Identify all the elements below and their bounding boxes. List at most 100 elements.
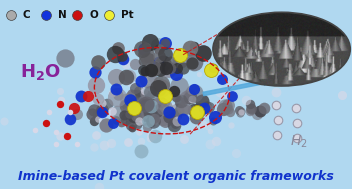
Point xyxy=(161,105,167,108)
Point xyxy=(294,136,300,139)
Point xyxy=(156,44,161,47)
Point xyxy=(177,60,183,63)
Point xyxy=(109,110,115,113)
Point xyxy=(143,115,148,118)
Point xyxy=(141,90,147,93)
Point xyxy=(162,41,168,44)
Point xyxy=(92,108,97,111)
Point xyxy=(201,106,207,109)
Point xyxy=(64,135,70,138)
Point xyxy=(132,103,137,106)
Point xyxy=(193,115,198,118)
Point xyxy=(196,108,201,111)
Point xyxy=(121,114,127,117)
Point xyxy=(171,124,176,127)
Point xyxy=(103,124,109,127)
Point xyxy=(155,112,161,115)
Point xyxy=(74,113,80,116)
Point xyxy=(180,118,186,121)
Point xyxy=(128,123,134,126)
Point xyxy=(122,104,128,107)
Point xyxy=(127,81,133,84)
Point xyxy=(8,14,13,17)
Point xyxy=(145,59,151,62)
Point xyxy=(236,109,242,112)
Point xyxy=(149,89,154,92)
Point xyxy=(178,99,184,102)
Point xyxy=(132,62,137,65)
Point xyxy=(155,106,161,109)
Point xyxy=(225,108,231,111)
Point xyxy=(165,67,171,70)
Point xyxy=(163,95,168,98)
Point xyxy=(146,56,151,59)
Point xyxy=(92,70,98,73)
Point xyxy=(152,135,158,138)
Point xyxy=(166,111,171,114)
Point xyxy=(134,115,140,118)
Point xyxy=(200,52,206,55)
Point xyxy=(248,106,253,109)
Point xyxy=(129,101,134,104)
Point xyxy=(205,103,210,106)
Point xyxy=(123,62,128,65)
Point xyxy=(169,61,174,64)
Point xyxy=(93,133,98,136)
Point xyxy=(207,130,213,133)
Point xyxy=(161,106,167,109)
Point xyxy=(172,123,178,126)
Point xyxy=(123,105,128,108)
Point xyxy=(150,102,155,105)
Point xyxy=(154,105,159,108)
Point xyxy=(140,108,146,111)
Point xyxy=(181,106,187,109)
Point xyxy=(188,47,193,50)
Point xyxy=(222,105,228,108)
Point xyxy=(158,67,163,70)
Point xyxy=(136,119,142,122)
Point xyxy=(129,117,135,120)
Point xyxy=(208,68,214,71)
Point xyxy=(134,113,139,116)
Point xyxy=(58,98,64,101)
Point xyxy=(131,106,137,109)
Point xyxy=(162,120,168,123)
Point xyxy=(200,122,205,125)
Point xyxy=(191,87,196,90)
Point xyxy=(210,119,216,122)
Point xyxy=(138,139,144,142)
Point xyxy=(187,94,192,97)
Point xyxy=(143,45,149,48)
Point xyxy=(145,107,151,110)
Point xyxy=(205,107,210,110)
Point xyxy=(191,111,197,114)
Point xyxy=(127,75,132,78)
Point xyxy=(173,72,179,75)
Point xyxy=(57,134,63,137)
Point xyxy=(143,104,149,107)
Point xyxy=(193,110,199,113)
Point xyxy=(71,106,77,109)
Point xyxy=(273,91,279,94)
Point xyxy=(126,112,132,115)
Point xyxy=(110,121,115,124)
Point xyxy=(162,83,168,86)
Point xyxy=(108,141,114,144)
Point xyxy=(143,111,149,114)
Text: C: C xyxy=(23,10,31,20)
Point xyxy=(127,113,133,116)
Point xyxy=(119,54,125,57)
Point xyxy=(195,108,201,111)
Point xyxy=(220,108,225,111)
Point xyxy=(99,110,105,113)
Point xyxy=(147,136,152,139)
Point xyxy=(262,107,267,110)
Point xyxy=(191,92,196,95)
Point xyxy=(99,108,105,111)
Point xyxy=(158,83,163,86)
Point xyxy=(150,120,156,123)
Point xyxy=(144,57,150,60)
Point xyxy=(127,99,133,102)
Point xyxy=(130,116,135,119)
Point xyxy=(156,54,162,57)
